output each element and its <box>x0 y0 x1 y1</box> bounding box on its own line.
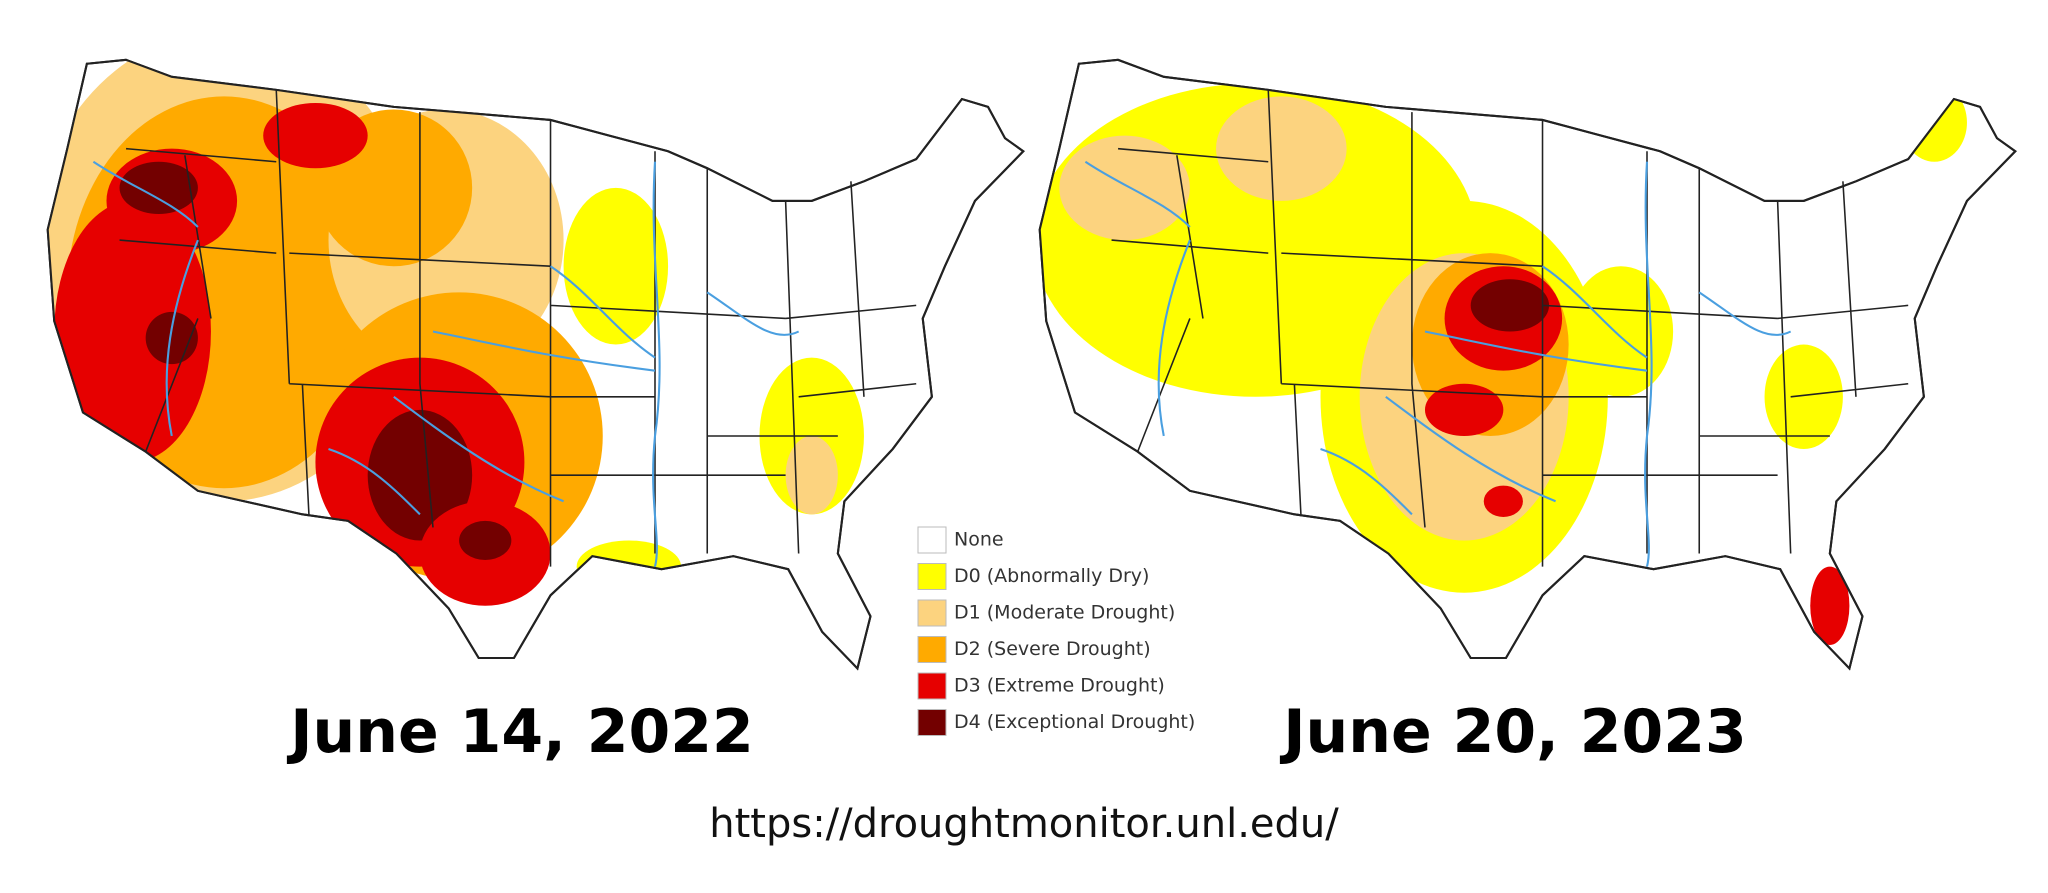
legend-label: D4 (Exceptional Drought) <box>954 711 1195 733</box>
legend-label: D1 (Moderate Drought) <box>954 602 1175 624</box>
legend-swatch <box>917 563 947 590</box>
legend-swatch <box>917 599 947 627</box>
legend-label: D2 (Severe Drought) <box>954 638 1151 660</box>
legend-swatch <box>917 636 947 663</box>
legend-label: D3 (Extreme Drought) <box>954 675 1165 697</box>
legend: None D0 (Abnormally Dry) D1 (Moderate Drou… <box>917 526 1195 736</box>
map-2022 <box>46 58 1025 670</box>
legend-label: None <box>954 529 1004 551</box>
map-caption: June 14, 2022 <box>286 697 754 767</box>
legend-swatch <box>917 672 947 700</box>
legend-swatch <box>917 709 947 736</box>
source-url: https://droughtmonitor.unl.edu/ <box>709 801 1339 847</box>
map-2023 <box>1038 58 2017 670</box>
legend-label: D0 (Abnormally Dry) <box>954 565 1149 587</box>
legend-swatch <box>917 526 947 554</box>
map-caption: June 20, 2023 <box>1279 697 1747 767</box>
